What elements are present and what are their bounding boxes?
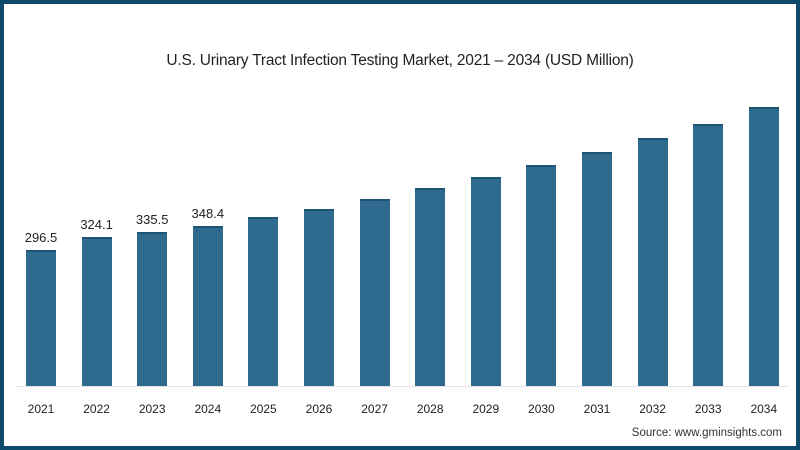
bar-2025 [248,216,279,386]
x-tick-label-2022: 2022 [83,402,110,416]
x-tick-label-2032: 2032 [639,402,666,416]
bar-2022 [81,237,112,386]
x-axis-line [16,386,788,387]
x-tick-label-2021: 2021 [27,402,55,416]
bar-2028 [415,187,446,386]
x-tick-label-2029: 2029 [472,402,500,416]
x-tick-label-2030: 2030 [528,402,555,416]
x-tick-label-2028: 2028 [416,402,444,416]
bar-2034 [748,107,779,386]
bar-2024 [192,226,223,386]
bar-2029 [470,176,501,386]
bar-2023 [137,231,168,386]
source-note: Source: www.gminsights.com [631,427,782,439]
bar-2026 [304,209,334,386]
x-tick-label-2033: 2033 [694,402,722,416]
plot-area: 296.5 2021 324.1 2022 335.5 2023 348.4 2024 2025… [4,4,796,446]
x-tick-label-2034: 2034 [750,402,778,416]
x-tick-label-2024: 2024 [194,402,222,416]
bar-2021 [26,250,56,386]
x-tick-label-2031: 2031 [583,402,611,416]
x-tick-label-2026: 2026 [305,402,333,416]
x-tick-label-2027: 2027 [361,402,388,416]
value-label-2021: 296.5 [24,230,58,245]
bar-2033 [693,123,724,386]
chart-title: U.S. Urinary Tract Infection Testing Mar… [166,52,634,69]
x-tick-label-2025: 2025 [250,402,277,416]
value-label-2024: 348.4 [191,206,225,222]
x-tick-label-2023: 2023 [138,402,166,416]
bar-2030 [526,164,557,386]
bar-2032 [637,137,668,386]
value-label-2022: 324.1 [80,217,113,233]
bar-2031 [582,151,612,386]
bar-2027 [359,198,390,386]
value-label-2023: 335.5 [135,211,169,227]
chart-frame: U.S. Urinary Tract Infection Testing Mar… [4,4,796,446]
